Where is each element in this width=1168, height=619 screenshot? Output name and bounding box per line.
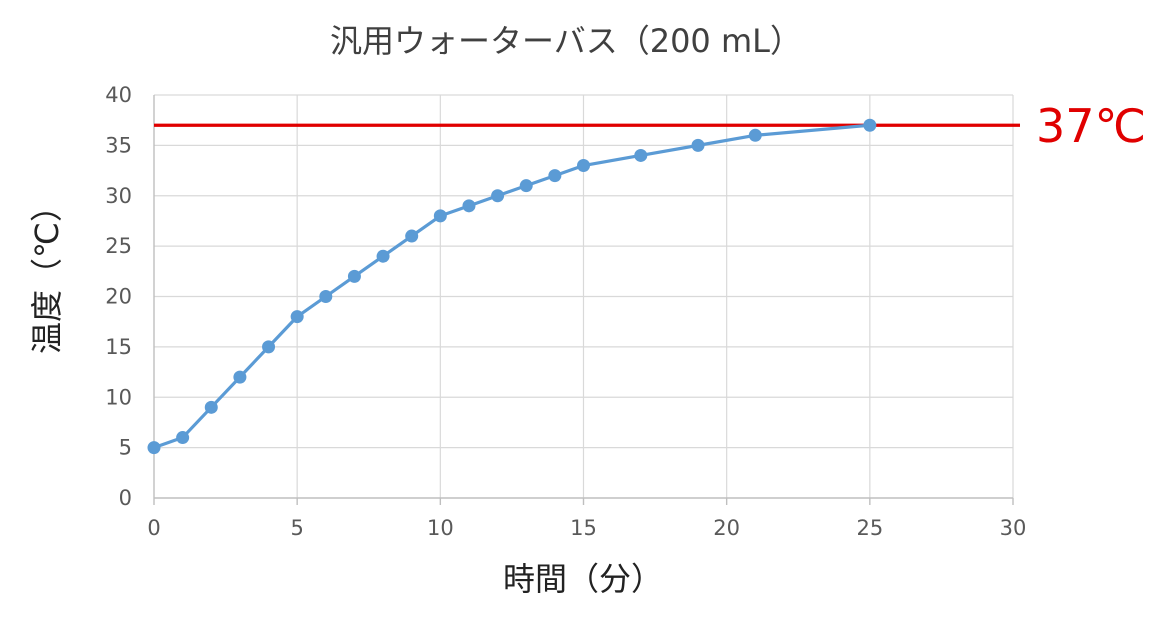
data-point [147, 441, 161, 455]
data-point [347, 269, 361, 283]
data-point [577, 159, 590, 173]
y-tick-label: 15 [105, 335, 132, 359]
data-point [548, 169, 562, 183]
x-tick-label: 30 [1000, 516, 1027, 540]
y-tick-label: 20 [105, 285, 132, 309]
data-point [319, 290, 333, 303]
y-tick-label: 0 [119, 486, 132, 510]
y-tick-label: 10 [105, 385, 132, 409]
data-point [290, 310, 304, 324]
grid [154, 94, 1014, 498]
x-tick-label: 10 [427, 516, 454, 540]
data-point [519, 179, 533, 193]
x-tick-label: 5 [290, 516, 303, 540]
reference-line-label: 37℃ [1036, 99, 1146, 153]
axes [153, 95, 1014, 505]
x-tick-label: 25 [856, 516, 883, 540]
data-point [204, 400, 218, 414]
data-point [863, 118, 877, 132]
data-point [376, 249, 390, 263]
data-point [491, 189, 505, 203]
x-tick-label: 0 [147, 516, 160, 540]
y-tick-label: 25 [105, 234, 132, 258]
x-tick-labels: 0 5 10 15 20 25 30 [147, 516, 1026, 540]
x-tick-label: 15 [570, 516, 597, 540]
y-tick-label: 30 [105, 184, 132, 208]
y-tick-labels: 0 5 10 15 20 25 30 35 40 [105, 83, 132, 510]
data-point [233, 370, 247, 384]
data-point [691, 138, 705, 152]
data-point [405, 229, 419, 243]
data-point [262, 340, 276, 354]
data-point [748, 128, 762, 142]
data-point [634, 148, 648, 162]
y-tick-label: 40 [105, 83, 132, 107]
data-point [462, 199, 476, 213]
data-point [176, 431, 190, 445]
y-tick-label: 5 [119, 436, 132, 460]
y-axis-title: 温度（℃） [28, 190, 66, 354]
data-point [433, 209, 447, 223]
y-tick-label: 35 [105, 133, 132, 157]
data-points [147, 118, 877, 455]
chart-title: 汎用ウォーターバス（200 mL） [330, 22, 802, 60]
series-line [153, 123, 870, 450]
x-axis-title: 時間（分） [503, 560, 663, 598]
x-tick-label: 20 [713, 516, 740, 540]
